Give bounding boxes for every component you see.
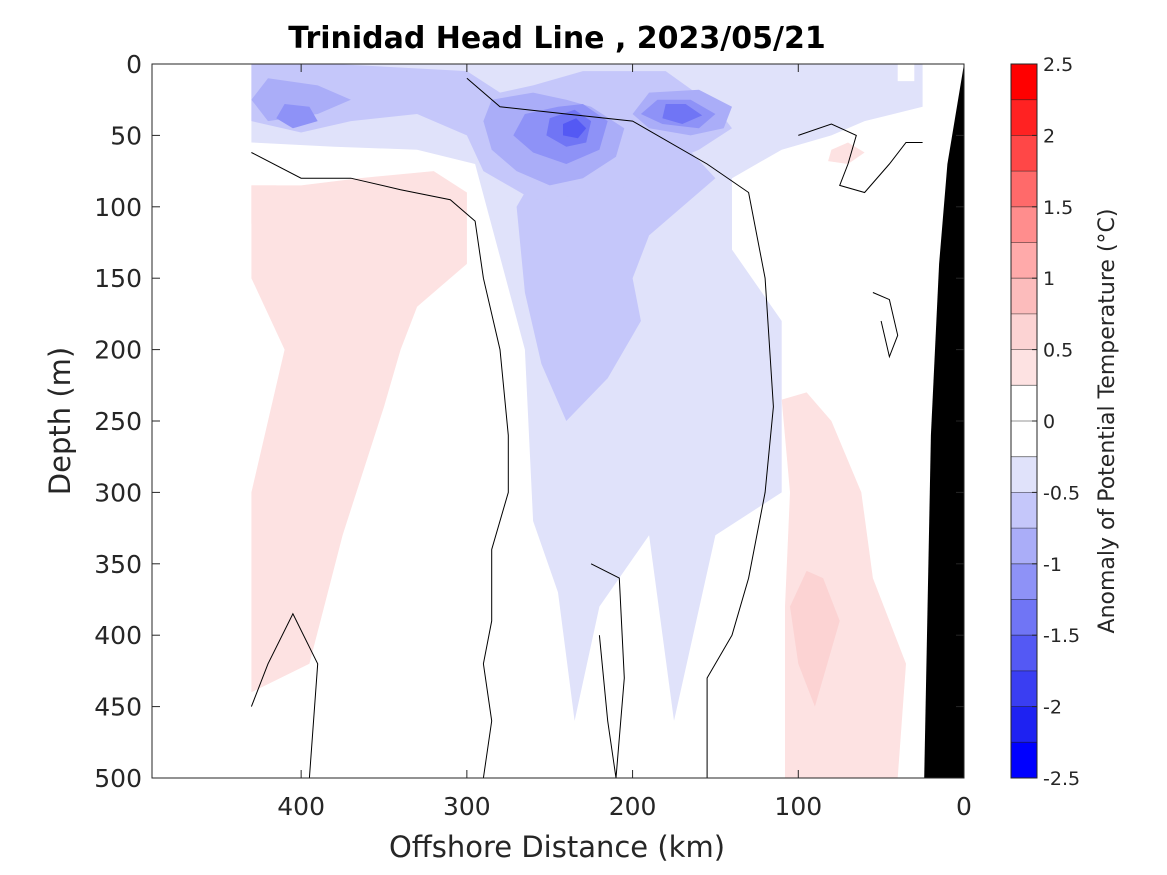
zero-contour-line [251, 152, 509, 778]
y-tick-label: 50 [110, 121, 142, 150]
zero-contours [250, 77, 923, 778]
colorbar-tick-label: -1 [1043, 554, 1062, 576]
y-axis-label: Depth (m) [43, 347, 77, 495]
zero-contour-line [250, 612, 319, 778]
y-tick-label: 250 [94, 407, 142, 436]
zero-contour-line [466, 77, 774, 778]
contour-region-warm-upper-right [828, 142, 865, 164]
contour-region-cool-peak-a-core [563, 118, 587, 139]
zero-contour-line [872, 292, 899, 359]
x-axis: 400 300 200 100 0 [277, 64, 972, 821]
y-tick-label: 0 [126, 50, 142, 79]
colorbar-swatch [1011, 670, 1037, 707]
x-tick-label: 300 [443, 792, 491, 821]
colorbar-swatch [1011, 99, 1037, 136]
x-tick-label: 400 [277, 792, 325, 821]
colorbar-swatch [1011, 278, 1037, 314]
colorbar-tick-label: -2 [1043, 697, 1062, 719]
y-tick-label: 100 [94, 193, 142, 222]
x-axis-label: Offshore Distance (km) [389, 830, 725, 864]
contour-region-warm-nearshore-core [790, 570, 840, 707]
colorbar-swatch [1011, 135, 1037, 172]
colorbar-tick-label: 0.5 [1043, 340, 1073, 362]
x-tick-label: 0 [956, 792, 972, 821]
colorbar-tick-label: 1.5 [1043, 197, 1073, 219]
colorbar-tick-label: 2 [1043, 125, 1055, 147]
contour-region-cool-inner-c [276, 104, 318, 129]
colorbar-swatch [1011, 421, 1037, 457]
colorbar-swatch [1011, 64, 1037, 100]
y-tick-label: 350 [94, 550, 142, 579]
colorbar-swatch [1011, 456, 1037, 493]
colorbar-swatch [1011, 706, 1037, 743]
contour-region-cool-peak-b [662, 104, 703, 124]
colorbar-label: Anomaly of Potential Temperature (°C) [1095, 209, 1120, 634]
contour-region-cool-core-c [251, 78, 351, 122]
colorbar-ticks: 2.5 2 1.5 1 0.5 0 -0.5 -1 -1.5 -2 -2.5 [1032, 54, 1080, 790]
colorbar-swatch [1011, 313, 1037, 350]
colorbar-swatch [1011, 599, 1037, 636]
contour-region-warm-offshore-upper [251, 185, 293, 224]
y-tick-label: 200 [94, 336, 142, 365]
colorbar-swatch [1011, 171, 1037, 207]
colorbar-swatch [1011, 385, 1037, 421]
colorbar-tick-label: 1 [1043, 268, 1055, 290]
bathymetry [924, 64, 964, 778]
colorbar [1011, 64, 1037, 778]
y-tick-label: 150 [94, 264, 142, 293]
colorbar-tick-label: -0.5 [1043, 482, 1080, 504]
colorbar-tick-label: -2.5 [1043, 768, 1080, 790]
colorbar-swatch [1011, 528, 1037, 564]
contour-region-warm-offshore-mass [251, 171, 467, 693]
colorbar-swatch [1011, 242, 1037, 279]
colorbar-tick-label: 2.5 [1043, 54, 1073, 76]
x-tick-label: 200 [609, 792, 657, 821]
zero-contour-line [798, 123, 923, 194]
contour-fills [251, 64, 923, 778]
y-tick-label: 500 [94, 764, 142, 793]
y-axis: 0 50 100 150 200 250 300 350 400 450 500 [94, 50, 964, 793]
seafloor-shape [924, 64, 964, 778]
colorbar-swatch [1011, 349, 1037, 386]
colorbar-swatch [1011, 563, 1037, 600]
colorbar-swatch [1011, 635, 1037, 671]
x-tick-label: 100 [774, 792, 822, 821]
colorbar-tick-label: -1.5 [1043, 625, 1080, 647]
colorbar-tick-label: 0 [1043, 411, 1055, 433]
y-tick-label: 300 [94, 478, 142, 507]
colorbar-swatch [1011, 492, 1037, 529]
y-tick-label: 450 [94, 693, 142, 722]
zero-contour-line [590, 563, 625, 778]
y-tick-label: 400 [94, 621, 142, 650]
chart-title: Trinidad Head Line , 2023/05/21 [288, 21, 825, 56]
colorbar-swatch [1011, 206, 1037, 243]
colorbar-swatch [1011, 742, 1037, 778]
